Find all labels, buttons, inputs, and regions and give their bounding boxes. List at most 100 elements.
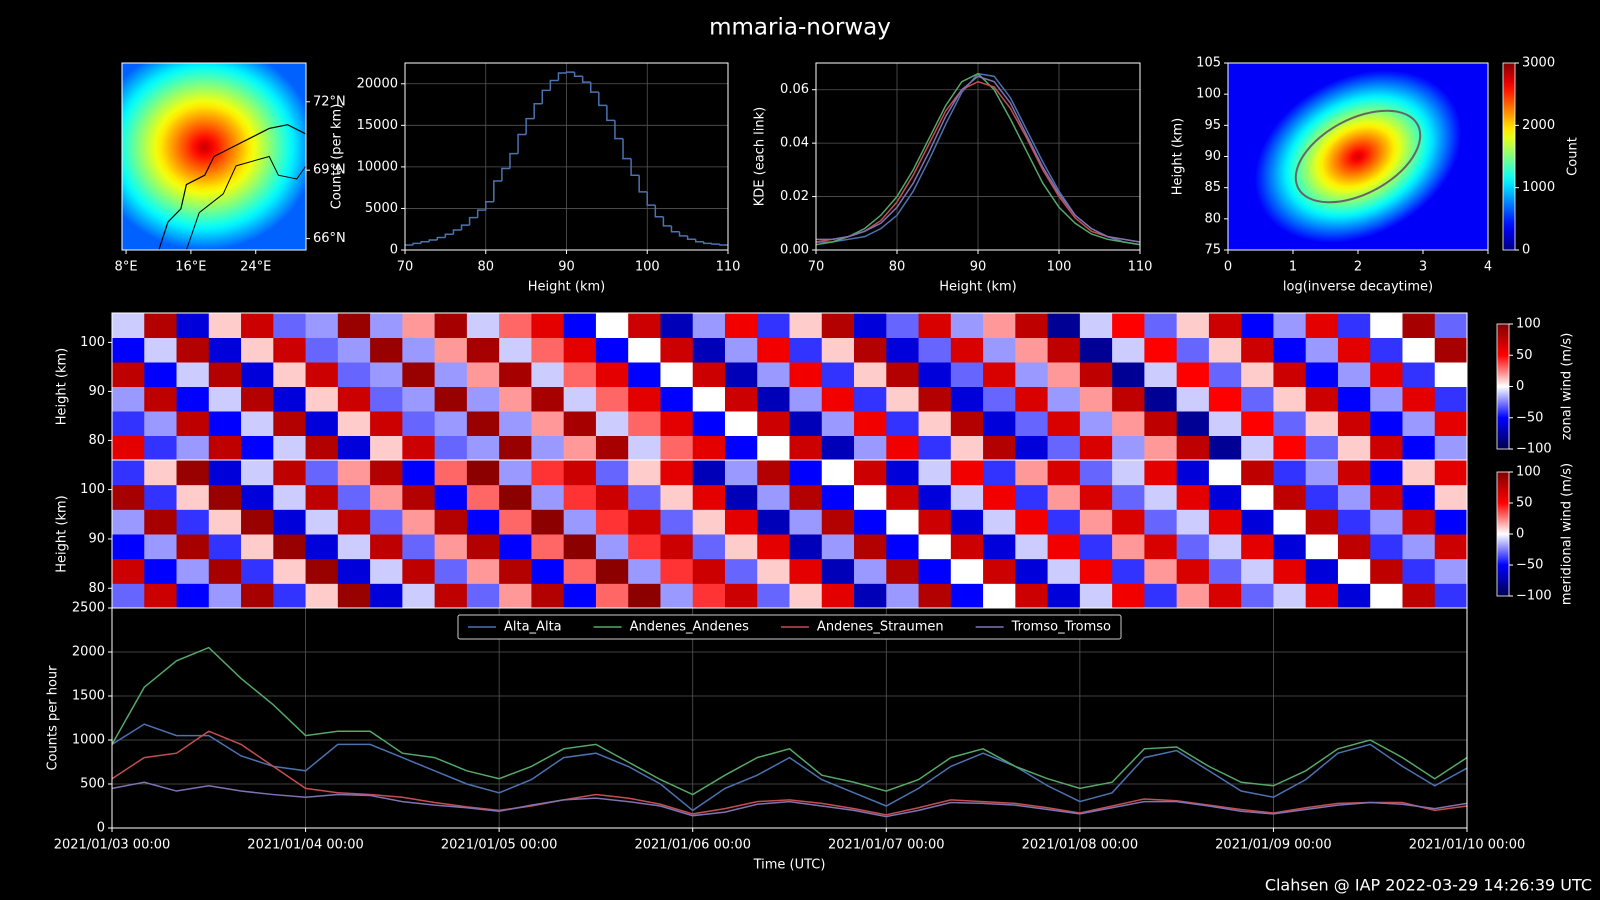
- heatmap-cell: [370, 386, 403, 412]
- heatmap-cell: [241, 558, 274, 584]
- heatmap-cell: [886, 313, 920, 338]
- histogram-step: [549, 79, 559, 91]
- heatmap-cell: [1144, 583, 1178, 609]
- heatmap-cell: [821, 411, 855, 436]
- heatmap-cell: [983, 583, 1016, 609]
- heatmap-cell: [208, 484, 242, 510]
- heatmap-cell: [983, 386, 1016, 412]
- x-tick-label: 2021/01/10 00:00: [1409, 838, 1526, 853]
- heatmap-cell: [692, 362, 726, 387]
- heatmap-cell: [724, 484, 758, 510]
- heatmap-cell: [1144, 435, 1178, 461]
- heatmap-cell: [660, 313, 694, 338]
- heatmap-cell: [1208, 509, 1242, 535]
- heatmap-cell: [273, 313, 307, 338]
- y-axis-label: Counts (per km): [330, 104, 345, 210]
- heatmap-cell: [434, 534, 468, 560]
- heatmap-cell: [563, 337, 597, 363]
- heatmap-cell: [466, 583, 500, 609]
- heatmap-cell: [337, 337, 371, 363]
- y-tick-label: 2000: [72, 645, 105, 660]
- x-tick-label: 100: [635, 260, 660, 275]
- heatmap-cell: [531, 411, 565, 436]
- heatmap-cell: [1112, 484, 1145, 510]
- heatmap-cell: [595, 583, 629, 609]
- heatmap-cell: [821, 558, 855, 584]
- heatmap-cell: [757, 484, 790, 510]
- y-tick-label: 100: [1196, 87, 1221, 102]
- y-tick-label: 80: [1204, 211, 1221, 226]
- heatmap-cell: [305, 509, 339, 535]
- heatmap-cell: [1015, 435, 1049, 461]
- y-axis-label: KDE (each link): [753, 107, 768, 207]
- heatmap-cell: [1370, 313, 1403, 338]
- colorbar-tick-label: 50: [1516, 496, 1533, 511]
- heatmap-cell: [112, 558, 145, 584]
- x-tick-label: 90: [558, 260, 575, 275]
- heatmap-cell: [1337, 362, 1371, 387]
- heatmap-cell: [1079, 583, 1113, 609]
- heatmap-cell: [757, 583, 790, 609]
- heatmap-cell: [337, 460, 371, 486]
- heatmap-cell: [499, 583, 532, 609]
- heatmap-cell: [208, 362, 242, 387]
- y-tick-label: 72°N: [313, 94, 346, 109]
- heatmap-cell: [370, 534, 403, 560]
- heatmap-cell: [531, 362, 565, 387]
- y-tick-label: 1500: [72, 689, 105, 704]
- y-tick-label: 0.04: [780, 136, 809, 151]
- heatmap-cell: [563, 435, 597, 461]
- heatmap-cell: [531, 386, 565, 412]
- heatmap-cell: [628, 411, 661, 436]
- heatmap-cell: [1305, 460, 1339, 486]
- heatmap-cell: [1015, 534, 1049, 560]
- heatmap-cell: [144, 435, 178, 461]
- heatmap-cell: [1079, 534, 1113, 560]
- colorbar: [1496, 471, 1510, 597]
- heatmap-cell: [176, 386, 210, 412]
- heatmap-cell: [950, 386, 984, 412]
- x-tick-label: 70: [808, 260, 825, 275]
- heatmap-cell: [402, 583, 436, 609]
- heatmap-cell: [1305, 337, 1339, 363]
- heatmap-cell: [1434, 534, 1468, 560]
- heatmap-cell: [305, 534, 339, 560]
- heatmap-cell: [595, 435, 629, 461]
- heatmap-cell: [466, 313, 500, 338]
- heatmap-cell: [918, 509, 952, 535]
- heatmap-cell: [950, 435, 984, 461]
- heatmap-cell: [305, 484, 339, 510]
- heatmap-cell: [692, 386, 726, 412]
- heatmap-cell: [531, 313, 565, 338]
- histogram-step: [630, 158, 640, 176]
- heatmap-cell: [176, 337, 210, 363]
- heatmap-cell: [1208, 337, 1242, 363]
- heatmap-cell: [466, 558, 500, 584]
- heatmap-cell: [886, 337, 920, 363]
- heatmap-cell: [1273, 435, 1307, 461]
- x-tick-label: 2: [1354, 260, 1362, 275]
- heatmap-cell: [144, 411, 178, 436]
- heatmap-cell: [757, 386, 790, 412]
- heatmap-cell: [1273, 411, 1307, 436]
- heatmap-cell: [1273, 509, 1307, 535]
- heatmap-cell: [337, 313, 371, 338]
- heatmap-cell: [950, 337, 984, 363]
- heatmap-cell: [241, 509, 274, 535]
- heatmap-cell: [595, 362, 629, 387]
- heatmap-cell: [628, 534, 661, 560]
- heatmap-cell: [1305, 484, 1339, 510]
- colorbar-label: zonal wind (m/s): [1560, 333, 1575, 441]
- legend-label: Andenes_Andenes: [630, 620, 750, 635]
- heatmap-cell: [628, 362, 661, 387]
- heatmap-cell: [1112, 583, 1145, 609]
- histogram-step: [420, 240, 430, 244]
- heatmap-cell: [176, 435, 210, 461]
- heatmap-cell: [434, 484, 468, 510]
- plot-frame: [111, 607, 1468, 829]
- heatmap-cell: [499, 460, 532, 486]
- heatmap-cell: [1176, 484, 1210, 510]
- y-tick-label: 95: [1204, 118, 1221, 133]
- heatmap-cell: [886, 484, 920, 510]
- heatmap-cell: [1144, 411, 1178, 436]
